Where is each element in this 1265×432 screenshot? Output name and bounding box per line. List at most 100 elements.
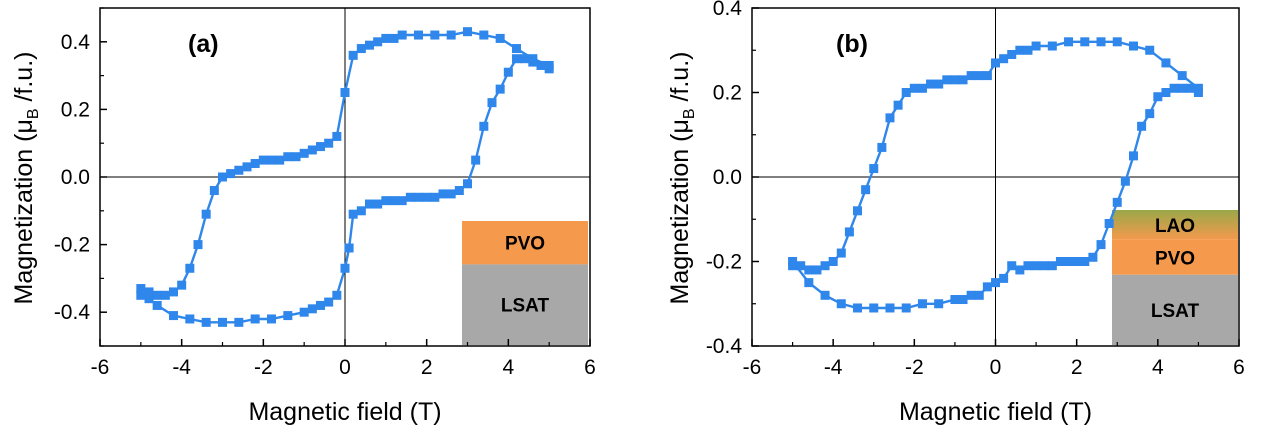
data-point [348, 50, 358, 60]
data-point [463, 179, 472, 189]
data-point [901, 303, 911, 313]
data-point [463, 27, 472, 37]
data-point [495, 84, 505, 94]
data-point [193, 240, 203, 250]
x-tick-label: -6 [91, 356, 110, 379]
panel-label: (a) [188, 30, 219, 58]
layer-inset: PVO LSAT [462, 221, 588, 345]
data-point [820, 261, 830, 271]
y-tick-label: 0.0 [713, 166, 742, 189]
data-point [1080, 37, 1090, 47]
data-point [1080, 257, 1090, 266]
data-point [218, 317, 227, 327]
data-point [836, 299, 846, 309]
data-point [1128, 151, 1138, 161]
x-tick-label: -2 [254, 356, 273, 379]
data-point [926, 79, 936, 89]
data-point [999, 54, 1009, 64]
data-point [422, 192, 432, 202]
x-tick-label: -4 [824, 356, 843, 379]
data-point [258, 155, 268, 165]
data-point [397, 30, 407, 40]
data-point [528, 54, 538, 64]
data-point [966, 290, 976, 300]
data-point [275, 155, 285, 165]
x-tick-label: 6 [584, 356, 596, 379]
data-point [299, 307, 309, 317]
data-point [340, 88, 350, 97]
y-tick-label: -0.2 [54, 234, 90, 257]
data-point [430, 192, 440, 202]
data-point [991, 278, 1000, 288]
data-point [828, 257, 838, 266]
data-point [332, 131, 342, 141]
y-axis-label-unit: /f.u.) [666, 52, 694, 109]
data-point [185, 263, 195, 273]
data-point [1072, 257, 1082, 266]
y-axis-label: Magnetization (μB /f.u.) [10, 52, 42, 305]
data-point [1145, 45, 1155, 55]
data-point [836, 248, 846, 258]
data-point [950, 295, 960, 305]
layer-label-lsat: LSAT [501, 296, 550, 317]
data-point [1031, 41, 1041, 51]
x-tick-label: -4 [172, 356, 191, 379]
data-point [950, 75, 960, 85]
data-point [438, 189, 448, 199]
data-point [812, 265, 822, 275]
data-point [853, 303, 863, 313]
layer-lsat [462, 264, 588, 345]
data-point [804, 278, 814, 288]
data-point [934, 79, 944, 89]
data-point [1007, 49, 1017, 59]
data-point [324, 138, 334, 148]
data-point [804, 265, 814, 275]
data-point [901, 88, 911, 97]
data-point [307, 145, 317, 155]
data-point [1177, 83, 1187, 93]
data-point [348, 209, 358, 219]
x-axis-label: Magnetic field (T) [899, 398, 1092, 426]
data-point [1047, 261, 1057, 271]
data-point [1161, 58, 1171, 68]
data-point [144, 287, 154, 297]
data-point [788, 261, 798, 271]
data-point [495, 33, 505, 43]
data-point [1169, 83, 1179, 93]
data-point [242, 162, 252, 172]
data-point [917, 83, 927, 93]
data-point [169, 287, 178, 297]
data-point [869, 303, 879, 313]
data-point [250, 314, 260, 324]
data-point [160, 290, 170, 300]
data-point [1015, 45, 1025, 55]
data-point [1161, 88, 1171, 97]
x-tick-label: -6 [743, 356, 762, 379]
data-point [917, 299, 927, 309]
data-point [1047, 41, 1057, 51]
data-point [152, 290, 162, 300]
data-point [1177, 71, 1187, 81]
data-point [1104, 218, 1114, 228]
x-tick-label: -2 [905, 356, 924, 379]
data-point [283, 152, 293, 162]
data-point [861, 185, 871, 195]
data-point [844, 227, 854, 237]
data-point [201, 209, 211, 219]
data-point [877, 142, 887, 152]
y-tick-label: -0.4 [54, 301, 91, 324]
data-point [324, 297, 334, 307]
data-point [1064, 257, 1074, 266]
data-point [885, 303, 895, 313]
data-point [1112, 197, 1122, 207]
data-point [1193, 83, 1203, 93]
panel-label: (b) [836, 30, 868, 58]
layer-label-pvo: PVO [505, 234, 545, 255]
data-point [283, 311, 293, 321]
data-point [974, 290, 984, 300]
data-point [909, 83, 919, 93]
data-point [405, 192, 415, 202]
x-tick-label: 4 [1152, 356, 1164, 379]
data-point [1015, 265, 1025, 275]
